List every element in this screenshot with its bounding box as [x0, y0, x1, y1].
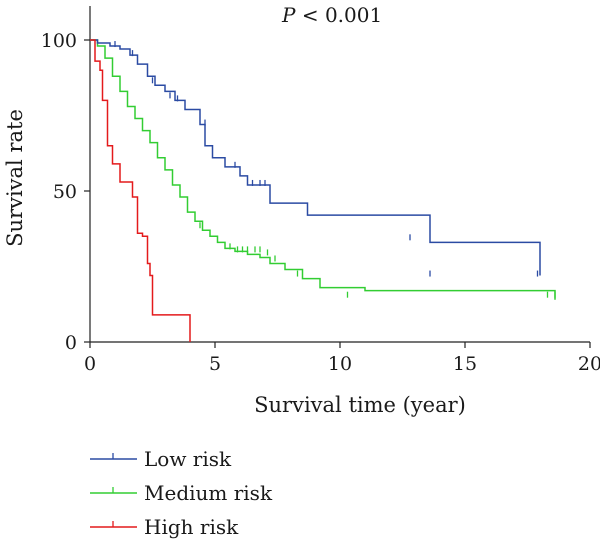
legend: Low risk Medium risk High risk	[90, 447, 273, 539]
x-tick-label-2: 10	[328, 353, 352, 375]
x-tick-label-4: 20	[578, 353, 600, 375]
low-risk-curve	[90, 39, 541, 276]
y-tick-label-2: 100	[41, 30, 77, 52]
p-symbol: P	[281, 3, 296, 27]
high-risk-curve	[90, 39, 191, 342]
x-tick-label-0: 0	[84, 353, 96, 375]
axis-ticks: 0 5 10 15 20 0 50 100	[41, 30, 600, 375]
medium-risk-curve	[90, 39, 556, 300]
series-layer	[90, 39, 556, 342]
y-axis-title: Survival rate	[3, 109, 27, 247]
plot-area: 0 5 10 15 20 0 50 100	[41, 6, 600, 375]
legend-label-high-risk: High risk	[144, 515, 239, 539]
x-tick-label-1: 5	[209, 353, 221, 375]
legend-label-medium-risk: Medium risk	[144, 481, 273, 505]
p-value-annotation: P < 0.001	[281, 3, 382, 27]
y-tick-label-1: 50	[53, 181, 77, 203]
p-value-text: < 0.001	[295, 3, 382, 27]
legend-label-low-risk: Low risk	[144, 447, 232, 471]
x-tick-label-3: 15	[453, 353, 477, 375]
x-axis-title: Survival time (year)	[254, 393, 466, 417]
y-tick-label-0: 0	[65, 332, 77, 354]
